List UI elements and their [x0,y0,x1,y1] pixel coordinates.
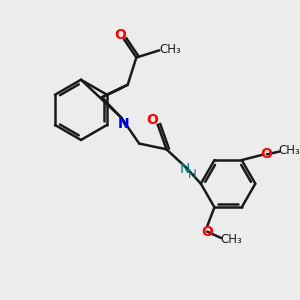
Text: CH₃: CH₃ [159,43,181,56]
Text: O: O [201,225,213,239]
Text: N: N [180,162,190,176]
Text: H: H [188,168,197,181]
Text: O: O [114,28,126,42]
Text: N: N [118,117,130,131]
Text: CH₃: CH₃ [220,233,242,246]
Text: O: O [147,113,159,127]
Text: CH₃: CH₃ [279,144,300,158]
Text: O: O [260,147,272,161]
